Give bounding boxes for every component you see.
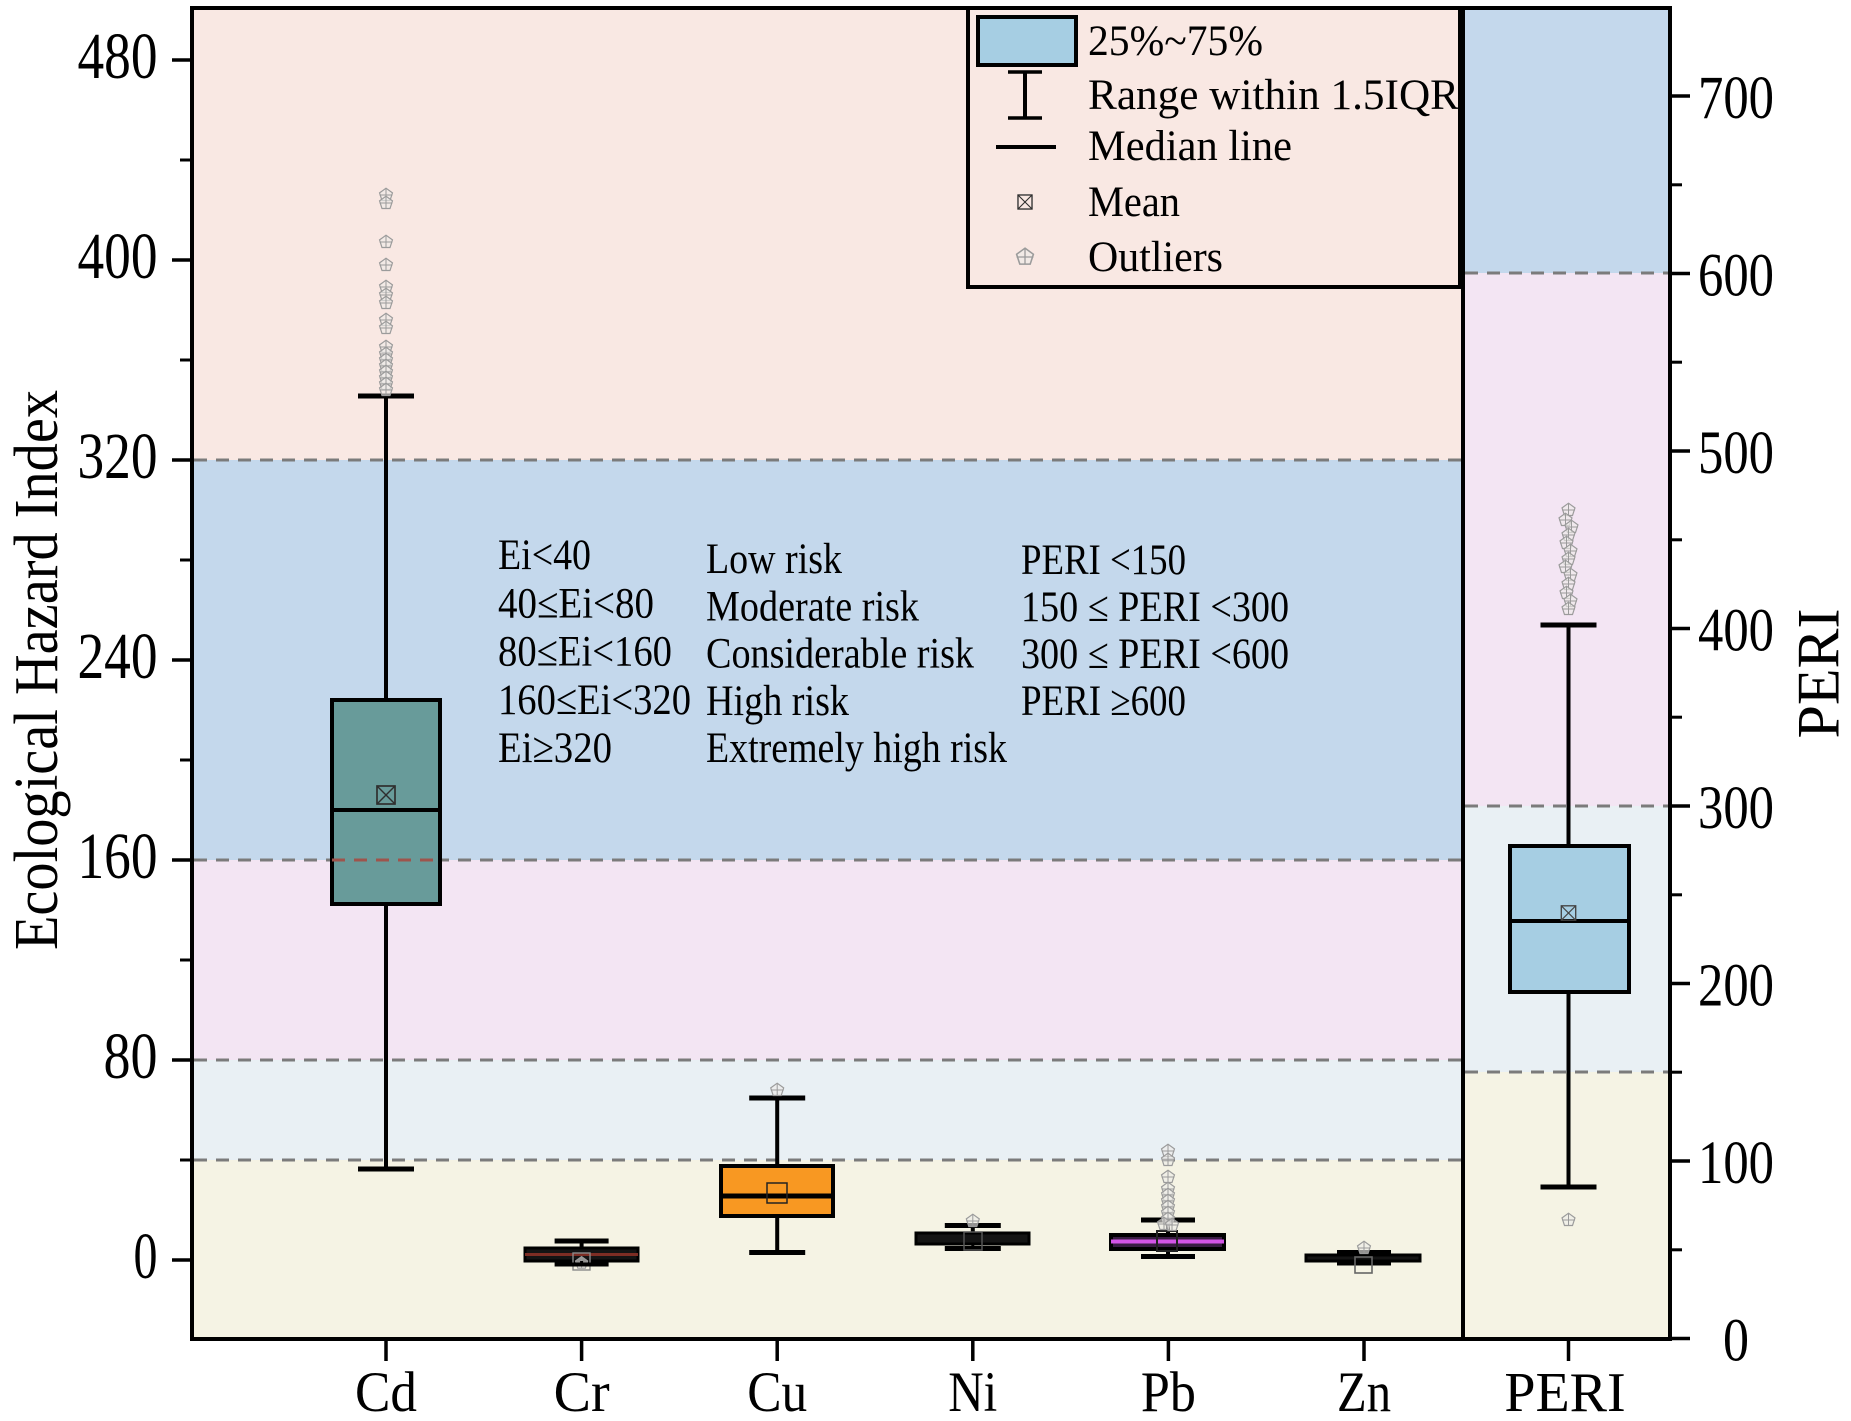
svg-text:Zn: Zn <box>1337 1361 1391 1421</box>
svg-text:0: 0 <box>134 1220 158 1293</box>
svg-text:40≤Ei<80: 40≤Ei<80 <box>498 580 654 627</box>
svg-text:Moderate risk: Moderate risk <box>706 583 919 630</box>
svg-text:PERI <150: PERI <150 <box>1021 537 1186 584</box>
svg-text:320: 320 <box>78 420 158 493</box>
svg-text:Cd: Cd <box>355 1361 417 1421</box>
svg-text:0: 0 <box>1723 1308 1749 1375</box>
svg-text:80: 80 <box>104 1020 158 1093</box>
svg-text:25%~75%: 25%~75% <box>1088 18 1263 65</box>
svg-text:160≤Ei<320: 160≤Ei<320 <box>498 677 691 724</box>
svg-text:PERI: PERI <box>1786 608 1851 738</box>
svg-text:Ecological Hazard Index: Ecological Hazard Index <box>3 390 71 950</box>
svg-text:Pb: Pb <box>1141 1361 1196 1421</box>
svg-text:Ni: Ni <box>948 1361 997 1421</box>
svg-text:PERI: PERI <box>1504 1362 1625 1421</box>
svg-text:300 ≤ PERI <600: 300 ≤ PERI <600 <box>1021 631 1289 678</box>
svg-text:Ei≥320: Ei≥320 <box>498 725 612 772</box>
svg-text:100: 100 <box>1698 1130 1774 1197</box>
svg-text:Ei<40: Ei<40 <box>498 532 591 579</box>
svg-text:Cu: Cu <box>747 1361 807 1421</box>
svg-text:300: 300 <box>1698 775 1774 842</box>
svg-text:400: 400 <box>1698 598 1774 665</box>
svg-text:700: 700 <box>1698 65 1774 132</box>
svg-text:Considerable risk: Considerable risk <box>706 631 974 678</box>
svg-text:PERI ≥600: PERI ≥600 <box>1021 678 1186 725</box>
svg-text:High risk: High risk <box>706 678 849 725</box>
svg-text:600: 600 <box>1698 243 1774 310</box>
svg-text:Mean: Mean <box>1088 179 1180 226</box>
svg-text:200: 200 <box>1698 953 1774 1020</box>
svg-text:240: 240 <box>78 620 158 693</box>
svg-text:500: 500 <box>1698 420 1774 487</box>
svg-text:Outliers: Outliers <box>1088 234 1223 281</box>
svg-text:150 ≤ PERI <300: 150 ≤ PERI <300 <box>1021 584 1289 631</box>
svg-text:Extremely high risk: Extremely high risk <box>706 725 1007 772</box>
svg-text:Median line: Median line <box>1088 123 1292 170</box>
svg-text:Low risk: Low risk <box>706 536 842 583</box>
svg-text:Range within 1.5IQR: Range within 1.5IQR <box>1088 72 1459 119</box>
svg-text:160: 160 <box>78 820 158 893</box>
svg-text:400: 400 <box>78 220 158 293</box>
svg-text:480: 480 <box>78 20 158 93</box>
svg-text:80≤Ei<160: 80≤Ei<160 <box>498 629 672 676</box>
svg-text:Cr: Cr <box>554 1361 610 1421</box>
